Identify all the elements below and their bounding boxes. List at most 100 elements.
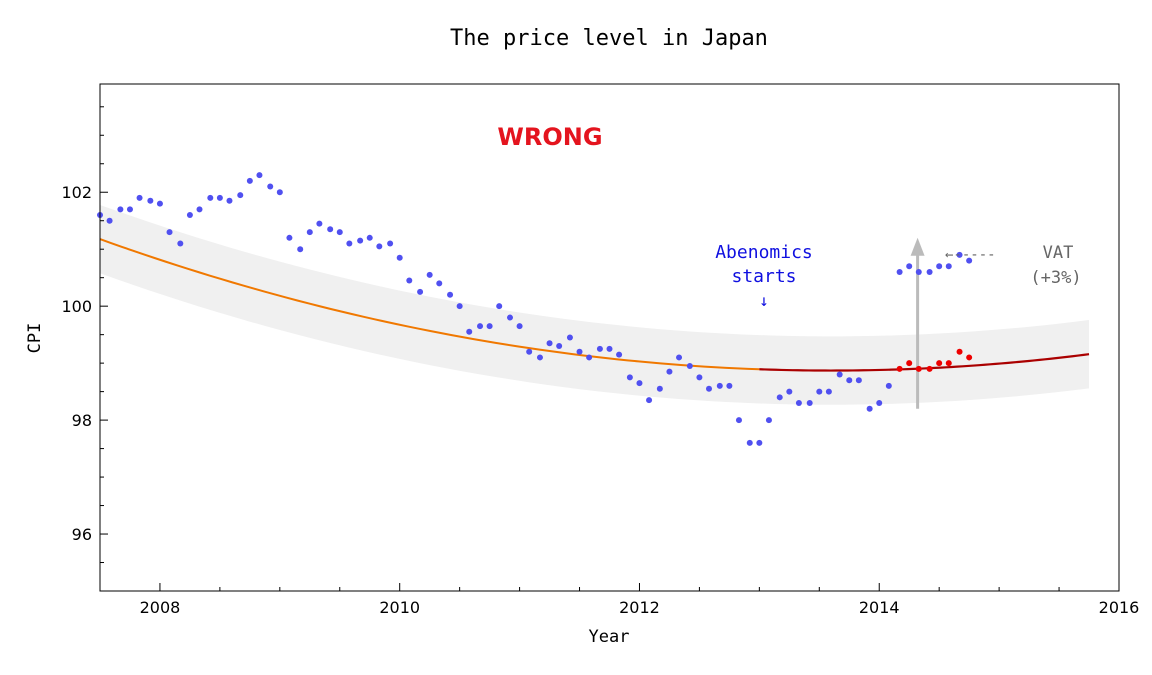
data-point xyxy=(177,240,184,247)
data-point xyxy=(477,323,484,330)
data-point xyxy=(786,388,793,395)
y-tick-label: 98 xyxy=(72,411,92,430)
data-point xyxy=(936,360,943,367)
data-point xyxy=(156,200,163,207)
data-point xyxy=(956,348,963,355)
abenomics-label-line2: starts xyxy=(731,266,796,287)
data-point xyxy=(456,303,463,310)
vat-arrow-head-icon xyxy=(910,237,925,256)
data-point xyxy=(926,365,933,372)
data-point xyxy=(926,268,933,275)
data-point xyxy=(226,197,233,204)
data-point xyxy=(966,354,973,361)
data-point xyxy=(896,268,903,275)
data-point xyxy=(207,194,214,201)
data-point xyxy=(526,348,533,355)
data-point xyxy=(216,194,223,201)
data-point xyxy=(387,240,394,247)
data-point xyxy=(286,234,293,241)
x-tick-label: 2008 xyxy=(140,598,181,617)
data-point xyxy=(306,229,313,236)
trend-line-post xyxy=(759,353,1090,372)
y-tick-label: 102 xyxy=(61,183,92,202)
data-point xyxy=(956,251,963,258)
x-axis-ticks: 2008 2010 2012 2014 2016 xyxy=(99,583,1139,617)
data-point xyxy=(316,220,323,227)
data-point xyxy=(846,377,853,384)
y-tick-label: 96 xyxy=(72,525,92,544)
data-point xyxy=(536,354,543,361)
y-axis-label: CPI xyxy=(25,323,45,354)
data-point xyxy=(256,172,263,179)
trend-band xyxy=(100,204,1090,405)
trend-line-pre xyxy=(99,238,760,371)
data-point xyxy=(855,377,862,384)
data-point xyxy=(396,254,403,261)
wrong-annotation: WRONG xyxy=(497,123,602,151)
data-point xyxy=(546,340,553,347)
data-point xyxy=(237,192,244,199)
data-point xyxy=(426,271,433,278)
x-tick-label: 2014 xyxy=(859,598,900,617)
data-point xyxy=(735,417,742,424)
data-point xyxy=(267,183,274,190)
x-tick-label: 2012 xyxy=(619,598,660,617)
data-point xyxy=(357,237,364,244)
data-point xyxy=(606,345,613,352)
abenomics-arrow-icon: ↓ xyxy=(759,291,769,310)
data-point xyxy=(915,268,922,275)
data-point xyxy=(626,374,633,381)
vat-label: VAT xyxy=(1043,243,1074,263)
data-point xyxy=(866,405,873,412)
data-point xyxy=(106,217,113,224)
data-point xyxy=(696,374,703,381)
data-point xyxy=(246,177,253,184)
y-axis-ticks: 96 98 100 102 xyxy=(61,106,108,592)
data-point xyxy=(816,388,823,395)
data-point xyxy=(327,226,334,233)
data-point xyxy=(616,351,623,358)
data-point xyxy=(506,314,513,321)
data-point xyxy=(556,343,563,350)
data-point xyxy=(636,380,643,387)
data-point xyxy=(776,394,783,401)
data-point xyxy=(795,400,802,407)
data-point xyxy=(196,206,203,213)
x-tick-label: 2010 xyxy=(379,598,420,617)
data-point xyxy=(646,397,653,404)
data-point xyxy=(486,323,493,330)
data-point xyxy=(186,212,193,219)
data-point xyxy=(945,360,952,367)
data-point xyxy=(765,417,772,424)
data-point xyxy=(117,206,124,213)
data-point xyxy=(297,246,304,253)
data-point xyxy=(896,365,903,372)
data-point xyxy=(586,354,593,361)
data-point xyxy=(447,291,454,298)
abenomics-label-line1: Abenomics xyxy=(715,242,813,263)
data-point xyxy=(516,323,523,330)
data-point xyxy=(406,277,413,284)
vat-rate-label: (+3%) xyxy=(1030,268,1081,288)
data-point xyxy=(336,229,343,236)
x-axis-label: Year xyxy=(589,627,630,647)
data-point xyxy=(496,303,503,310)
data-point xyxy=(906,263,913,270)
data-point xyxy=(576,348,583,355)
data-point xyxy=(436,280,443,287)
data-point xyxy=(417,288,424,295)
vat-arrow-left-icon: ←----- xyxy=(945,247,996,263)
data-point xyxy=(276,189,283,196)
data-point xyxy=(366,234,373,241)
data-points xyxy=(97,172,973,446)
data-point xyxy=(346,240,353,247)
plot-frame xyxy=(99,83,1120,592)
chart-title: The price level in Japan xyxy=(450,26,768,51)
y-tick-label: 100 xyxy=(61,297,92,316)
data-point xyxy=(376,243,383,250)
data-point xyxy=(885,382,892,389)
data-point xyxy=(147,197,154,204)
data-point xyxy=(836,371,843,378)
data-point xyxy=(966,257,973,264)
